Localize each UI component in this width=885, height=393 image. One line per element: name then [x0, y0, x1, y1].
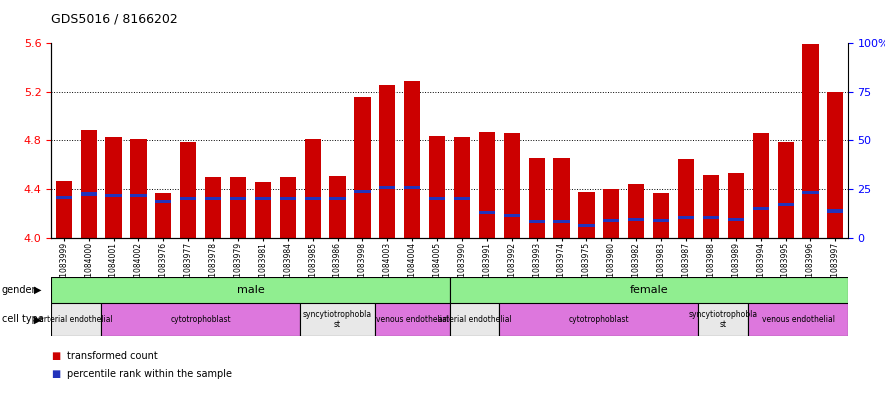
Bar [628, 184, 644, 238]
Bar [450, 303, 499, 336]
Bar [698, 303, 748, 336]
Bar [827, 209, 843, 213]
Bar [827, 92, 843, 238]
Bar [404, 81, 420, 238]
Bar [101, 303, 300, 336]
Bar [130, 194, 147, 197]
Bar [653, 193, 669, 238]
Bar [375, 303, 450, 336]
Bar [579, 224, 595, 227]
Bar [479, 132, 495, 238]
Bar [748, 303, 848, 336]
Bar [528, 158, 545, 238]
Bar [230, 177, 246, 238]
Bar [727, 173, 744, 238]
Bar [678, 216, 694, 219]
Bar [803, 44, 819, 238]
Text: ▶: ▶ [34, 285, 41, 295]
Bar [354, 97, 371, 238]
Text: percentile rank within the sample: percentile rank within the sample [67, 369, 232, 379]
Text: cytotrophoblast: cytotrophoblast [170, 315, 231, 324]
Bar [280, 197, 296, 200]
Text: GDS5016 / 8166202: GDS5016 / 8166202 [51, 13, 178, 26]
Bar [155, 200, 172, 203]
Bar [51, 277, 450, 303]
Bar [380, 84, 396, 238]
Text: ■: ■ [51, 369, 60, 379]
Bar [300, 303, 375, 336]
Bar [155, 193, 172, 238]
Bar [51, 303, 101, 336]
Bar [454, 137, 470, 238]
Bar [105, 137, 121, 238]
Bar [429, 136, 445, 238]
Bar [380, 186, 396, 189]
Text: cell type: cell type [2, 314, 43, 324]
Bar [678, 159, 694, 238]
Bar [280, 177, 296, 238]
Bar [628, 218, 644, 221]
Text: arterial endothelial: arterial endothelial [437, 315, 512, 324]
Bar [81, 193, 96, 195]
Bar [553, 158, 570, 238]
Text: syncytiotrophobla
st: syncytiotrophobla st [303, 310, 372, 329]
Bar [579, 191, 595, 238]
Bar [255, 182, 271, 238]
Text: female: female [629, 285, 668, 295]
Bar [499, 303, 698, 336]
Bar [504, 214, 519, 217]
Bar [450, 277, 848, 303]
Text: cytotrophoblast: cytotrophoblast [568, 315, 629, 324]
Bar [255, 197, 271, 200]
Text: gender: gender [2, 285, 36, 295]
Bar [803, 191, 819, 194]
Text: ▶: ▶ [34, 314, 41, 324]
Text: ■: ■ [51, 351, 60, 361]
Bar [354, 190, 371, 193]
Bar [604, 189, 620, 238]
Bar [727, 218, 744, 221]
Bar [105, 194, 121, 197]
Text: transformed count: transformed count [67, 351, 158, 361]
Bar [429, 197, 445, 200]
Bar [81, 130, 96, 238]
Text: arterial endothelial: arterial endothelial [39, 315, 113, 324]
Bar [752, 133, 769, 238]
Text: male: male [236, 285, 265, 295]
Text: syncytiotrophobla
st: syncytiotrophobla st [689, 310, 758, 329]
Bar [778, 142, 794, 238]
Bar [205, 197, 221, 200]
Bar [778, 204, 794, 206]
Bar [205, 177, 221, 238]
Bar [181, 197, 196, 200]
Bar [703, 216, 719, 219]
Bar [553, 220, 570, 224]
Bar [56, 181, 72, 238]
Bar [653, 219, 669, 222]
Bar [604, 219, 620, 222]
Text: venous endothelial: venous endothelial [762, 315, 835, 324]
Bar [130, 139, 147, 238]
Bar [329, 176, 346, 238]
Bar [304, 197, 320, 200]
Bar [504, 133, 519, 238]
Bar [230, 197, 246, 200]
Bar [404, 186, 420, 189]
Text: venous endothelial: venous endothelial [376, 315, 449, 324]
Bar [703, 174, 719, 238]
Bar [56, 196, 72, 199]
Bar [329, 197, 346, 200]
Bar [181, 142, 196, 238]
Bar [752, 207, 769, 210]
Bar [479, 211, 495, 214]
Bar [454, 197, 470, 200]
Bar [528, 220, 545, 224]
Bar [304, 139, 320, 238]
